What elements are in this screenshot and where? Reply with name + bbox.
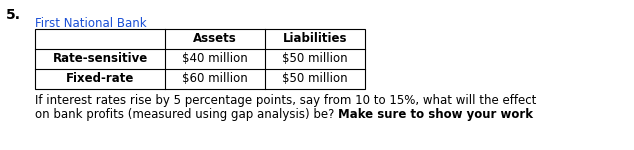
Text: 5.: 5. [6, 8, 21, 22]
Text: First National Bank: First National Bank [35, 17, 146, 30]
Text: If interest rates rise by 5 percentage points, say from 10 to 15%, what will the: If interest rates rise by 5 percentage p… [35, 94, 536, 107]
Text: $50 million: $50 million [282, 52, 348, 66]
Text: Assets: Assets [193, 33, 237, 45]
Text: Fixed-rate: Fixed-rate [66, 72, 134, 86]
Bar [35, 29, 365, 89]
Text: Rate-sensitive: Rate-sensitive [53, 52, 148, 66]
Text: $60 million: $60 million [182, 72, 248, 86]
Text: Liabilities: Liabilities [283, 33, 347, 45]
Text: $40 million: $40 million [182, 52, 248, 66]
Text: Make sure to show your work: Make sure to show your work [338, 108, 533, 121]
Text: on bank profits (measured using gap analysis) be?: on bank profits (measured using gap anal… [35, 108, 338, 121]
Text: $50 million: $50 million [282, 72, 348, 86]
